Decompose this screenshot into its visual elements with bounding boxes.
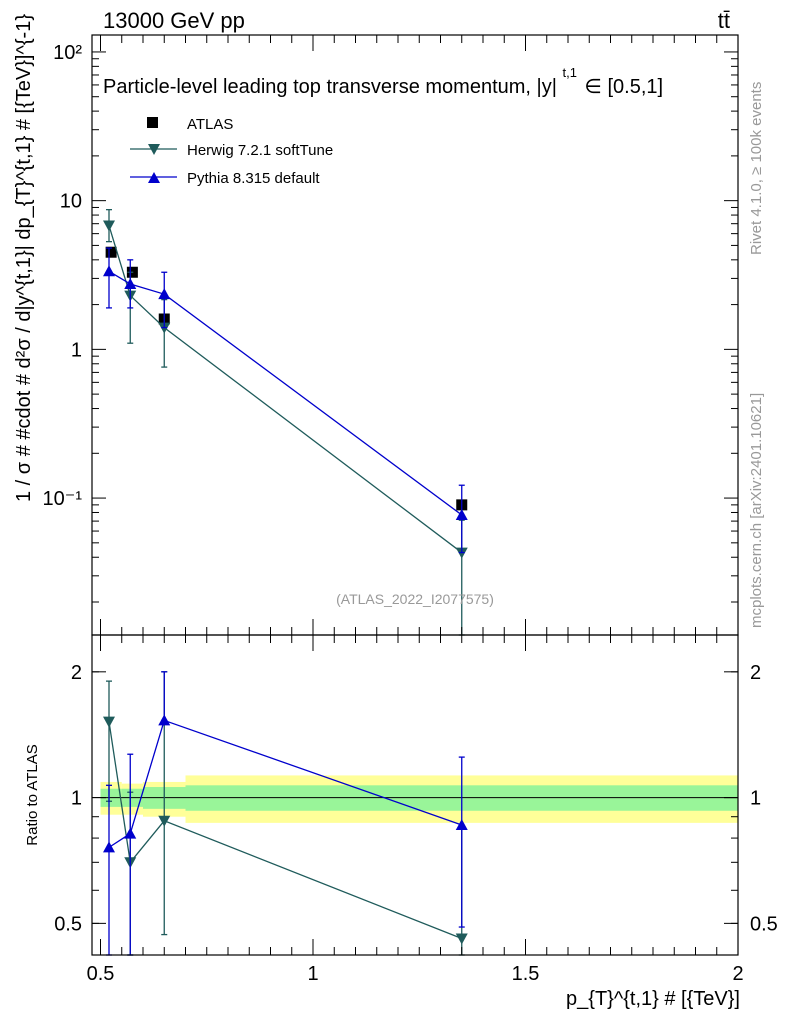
ratio-point-pythia-2	[158, 714, 171, 726]
main-point-atlas-0	[105, 246, 117, 258]
ratio-y-tick-label-1: 1	[71, 788, 82, 810]
rivet-label: Rivet 4.1.0, ≥ 100k events	[748, 82, 765, 255]
main-y-axis-label: 1 / σ # #cdot # d²σ / d|y^{t,1}| dp_{T}^…	[13, 14, 35, 502]
legend-marker-pythia	[148, 172, 160, 183]
main-title-text: Particle-level leading top transverse mo…	[103, 76, 557, 98]
ratio-y-axis-label: Ratio to ATLAS	[24, 744, 41, 845]
legend: ATLAS Herwig 7.2.1 softTune Pythia 8.315…	[130, 116, 333, 187]
ratio-y-tick-label-right-2: 0.5	[750, 913, 778, 935]
x-axis-label: p_{T}^{t,1} # [{TeV}]	[566, 988, 740, 1010]
x-tick-label-1: 1	[307, 963, 318, 985]
ratio-y-tick-label-2: 0.5	[54, 913, 82, 935]
main-line-pythia	[108, 270, 463, 516]
main-line-herwig	[108, 225, 463, 554]
ratio-y-tick-label-right-0: 2	[750, 662, 761, 684]
mcplots-label: mcplots.cern.ch [arXiv:2401.10621]	[748, 393, 765, 628]
legend-label-atlas: ATLAS	[187, 116, 233, 133]
process-label: tt̄	[718, 8, 730, 33]
ratio-point-pythia-0	[103, 841, 115, 853]
main-title-superscript: t,1	[562, 65, 576, 80]
main-point-pythia-0	[103, 265, 115, 277]
ratio-point-herwig-3	[455, 933, 468, 945]
ratio-y-tick-label-0: 2	[71, 662, 82, 684]
legend-label-herwig: Herwig 7.2.1 softTune	[187, 142, 333, 159]
main-y-tick-label-3: 10⁻¹	[43, 488, 83, 510]
main-title: Particle-level leading top transverse mo…	[103, 60, 663, 98]
x-tick-label-0: 0.5	[87, 963, 115, 985]
legend-marker-herwig	[148, 144, 160, 155]
main-point-herwig-0	[103, 220, 115, 232]
main-y-tick-label-2: 1	[71, 339, 82, 361]
main-y-tick-label-1: 10	[60, 191, 82, 213]
main-point-pythia-3	[455, 508, 468, 520]
ratio-point-pythia-1	[124, 827, 137, 839]
x-tick-label-2: 1.5	[512, 963, 540, 985]
x-tick-label-3: 2	[732, 963, 743, 985]
ratio-y-tick-label-right-1: 1	[750, 788, 761, 810]
main-title-suffix: ∈ [0.5,1]	[585, 76, 664, 98]
legend-label-pythia: Pythia 8.315 default	[187, 170, 320, 187]
analysis-watermark: (ATLAS_2022_I2077575)	[336, 591, 494, 607]
ratio-point-pythia-3	[455, 818, 468, 830]
ratio-point-herwig-2	[158, 815, 171, 827]
energy-label: 13000 GeV pp	[103, 8, 245, 33]
main-y-tick-label-0: 10²	[53, 42, 82, 64]
ratio-point-herwig-0	[103, 716, 115, 728]
legend-marker-atlas	[147, 117, 158, 128]
ratio-line-pythia	[108, 719, 462, 848]
ratio-frame	[91, 634, 739, 956]
main-point-pythia-1	[124, 278, 137, 290]
ratio-line-herwig	[108, 721, 462, 940]
main-point-pythia-2	[158, 288, 171, 300]
